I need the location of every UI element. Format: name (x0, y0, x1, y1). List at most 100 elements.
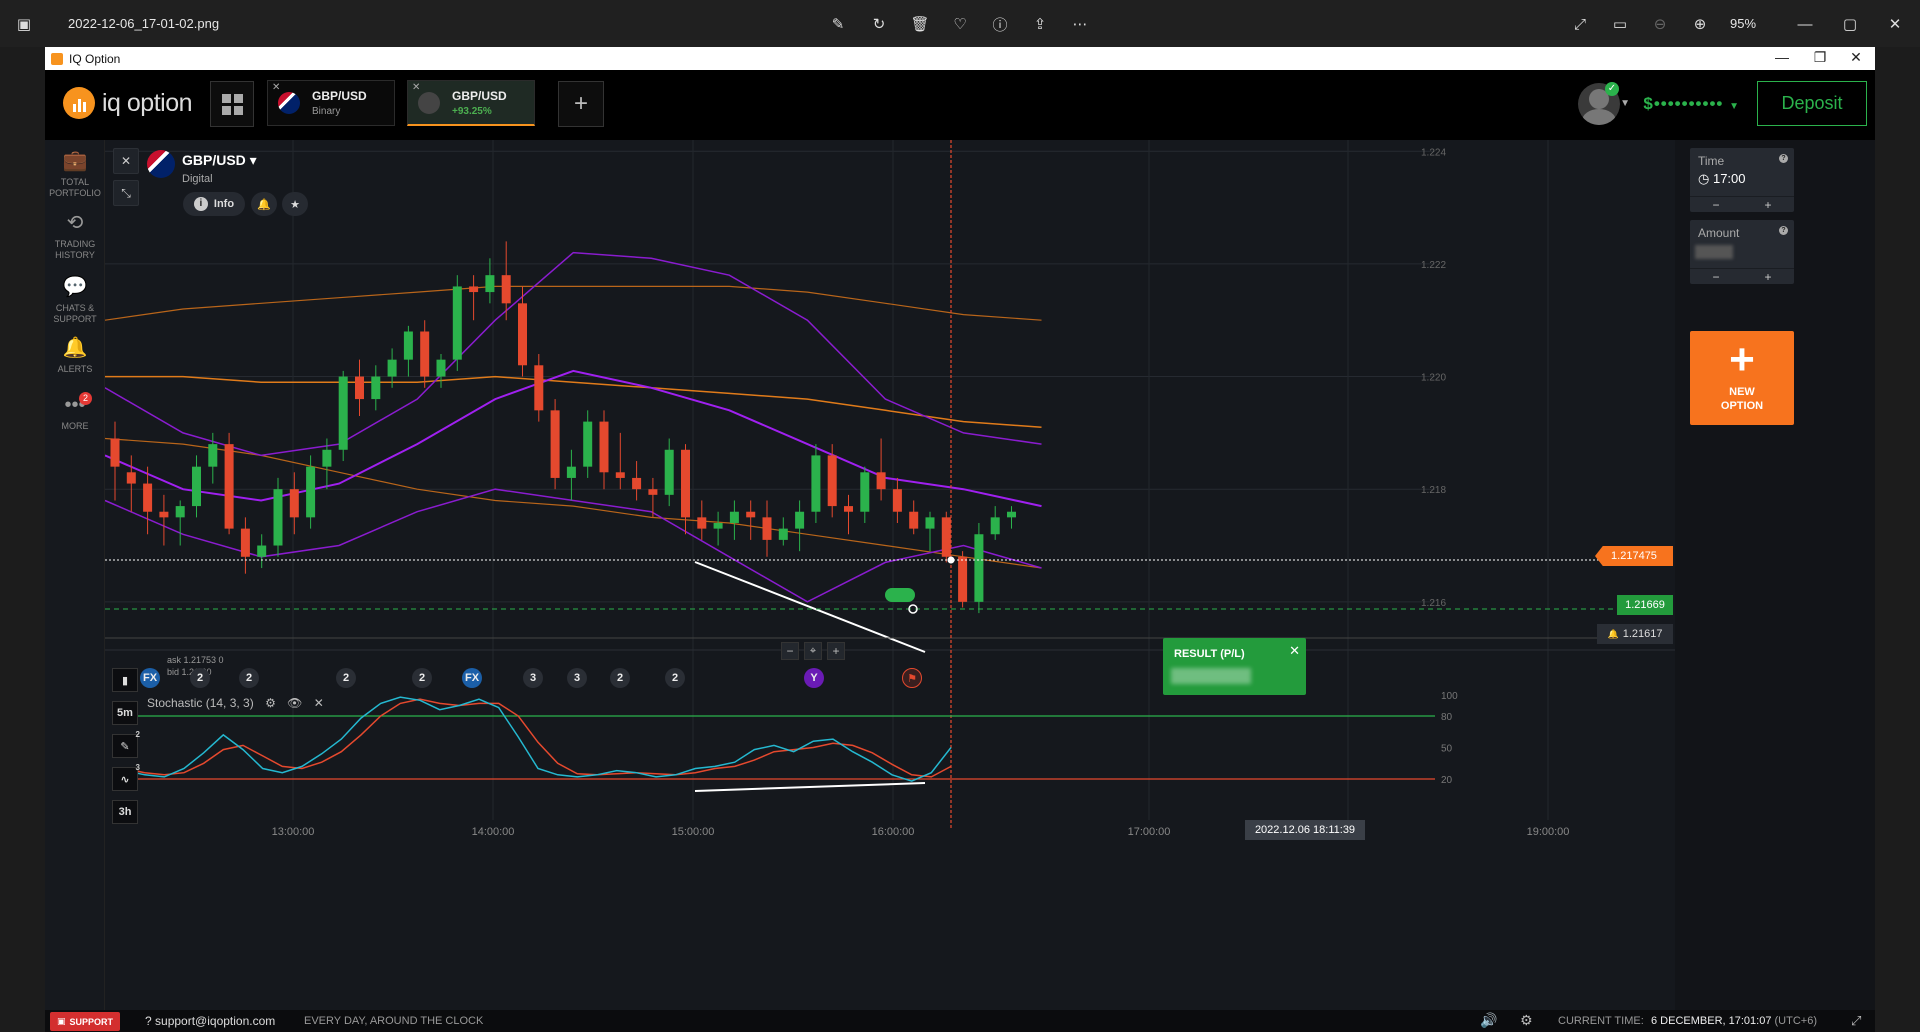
avatar-dropdown-icon[interactable]: ▼ (1620, 98, 1630, 109)
help-icon[interactable]: ? (1779, 226, 1788, 235)
close-icon[interactable]: ✕ (1888, 16, 1902, 33)
chart-zoom-out-button[interactable]: − (781, 642, 799, 660)
result-pl-popup[interactable]: RESULT (P/L) ✕ (1163, 638, 1306, 695)
candle-body (697, 517, 707, 529)
time-selector[interactable]: Time ? ◷ 17:00 − + (1690, 148, 1794, 212)
amount-selector[interactable]: Amount ? − + (1690, 220, 1794, 284)
settings-gear-icon[interactable]: ⚙ (1520, 1012, 1533, 1028)
delete-icon[interactable]: 🗑 (910, 16, 930, 33)
collapse-chart-button[interactable]: ⤡ (113, 180, 139, 206)
candle-body (762, 517, 772, 540)
minimize-icon[interactable]: — (1797, 15, 1813, 33)
balance-value[interactable]: $•••••••••• ▼ (1643, 94, 1740, 113)
window-close-icon[interactable]: ✕ (1850, 49, 1862, 65)
time-minus-button[interactable]: − (1690, 196, 1742, 212)
info-button[interactable]: i Info (183, 192, 245, 216)
sidebar-item-trading-history[interactable]: ⟲ TRADING HISTORY (45, 212, 105, 261)
eye-icon[interactable]: 👁 (287, 696, 303, 710)
event-marker[interactable]: 2 (412, 668, 432, 688)
window-maximize-icon[interactable]: ❐ (1813, 49, 1827, 65)
chart-zoom-in-button[interactable]: + (827, 642, 845, 660)
maximize-icon[interactable]: ▢ (1842, 16, 1858, 33)
sidebar-item-alerts[interactable]: 🔔 ALERTS (45, 337, 105, 375)
event-marker[interactable]: 2 (665, 668, 685, 688)
alert-price-tag[interactable]: 🔔 1.21617 (1597, 624, 1673, 644)
amount-plus-button[interactable]: + (1742, 268, 1794, 284)
event-fx-icon[interactable]: FX (140, 668, 160, 688)
sidebar-item-chats-support[interactable]: 💬 CHATS & SUPPORT (45, 276, 105, 325)
price-alert-button[interactable]: 🔔 (251, 192, 277, 216)
actual-size-icon[interactable]: ▭ (1612, 16, 1628, 33)
event-marker[interactable]: 2 (190, 668, 210, 688)
help-icon[interactable]: ? (1779, 154, 1788, 163)
sidebar-label: HISTORY (55, 250, 95, 260)
viewer-filename: 2022-12-06_17-01-02.png (68, 16, 220, 31)
price-chart[interactable]: 1.224 1.222 1.220 1.218 1.216 13:00:00 14:00:0… (105, 140, 1675, 1010)
deposit-button[interactable]: Deposit (1757, 81, 1867, 126)
share-icon[interactable]: ⇪ (1033, 16, 1047, 33)
app-footer: ▣ SUPPORT ? support@iqoption.com EVERY DA… (45, 1010, 1875, 1032)
favorite-icon[interactable]: ♡ (953, 16, 967, 33)
support-button[interactable]: ▣ SUPPORT (50, 1012, 120, 1031)
candle-body (224, 444, 234, 529)
event-marker[interactable]: 3 (567, 668, 587, 688)
support-email[interactable]: ? support@iqoption.com (145, 1014, 276, 1028)
tab-close-icon[interactable]: ✕ (412, 82, 421, 93)
sidebar-item-total-portfolio[interactable]: 💼 TOTAL PORTFOLIO (45, 150, 105, 199)
add-asset-button[interactable]: + (558, 81, 604, 127)
candle-body (909, 511, 919, 529)
new-option-button[interactable]: + NEW OPTION (1690, 331, 1794, 425)
stochastic-label[interactable]: Stochastic (14, 3, 3) ⚙ 👁 ✕ (147, 696, 324, 710)
timeframe-5m-button[interactable]: 5m (112, 701, 138, 725)
candle-body (860, 472, 870, 512)
asset-tab-digital[interactable]: ✕ GBP/USD +93.25% (407, 80, 535, 126)
amount-value-blurred[interactable] (1695, 245, 1733, 259)
edit-icon[interactable]: ✎ (831, 16, 845, 33)
chart-area[interactable]: 1.224 1.222 1.220 1.218 1.216 13:00:00 14:00:0… (105, 140, 1675, 1010)
candle-body (240, 528, 250, 557)
candle-body (420, 331, 430, 377)
time-value[interactable]: ◷ 17:00 (1698, 171, 1746, 186)
tab-close-icon[interactable]: ✕ (272, 82, 281, 93)
expiration-flag-icon[interactable]: ⚑ (902, 668, 922, 688)
result-close-icon[interactable]: ✕ (1289, 643, 1300, 658)
fullscreen-icon[interactable]: ⤢ (1573, 15, 1586, 33)
fullscreen-icon[interactable]: ⤢ (1851, 1013, 1862, 1028)
sidebar-item-more[interactable]: ••• 2 MORE (45, 392, 105, 432)
chart-type-button[interactable]: ▮ (112, 668, 138, 692)
timeframe-3h-button[interactable]: 3h (112, 800, 138, 824)
event-marker[interactable]: 2 (239, 668, 259, 688)
event-fx-icon[interactable]: FX (462, 668, 482, 688)
candle-body (192, 466, 201, 507)
iq-option-logo[interactable]: iq option (63, 87, 193, 119)
logo-mark-icon (63, 87, 95, 119)
time-axis-label: 14:00:00 (472, 826, 515, 838)
info-icon[interactable]: ⓘ (992, 16, 1008, 34)
draw-tools-button[interactable]: ✎ 2 (112, 730, 140, 758)
indicators-button[interactable]: ∿ 3 (112, 763, 140, 791)
asset-name[interactable]: GBP/USD ▾ (182, 152, 257, 168)
candles-icon: ▮ (121, 674, 129, 687)
candle-body (941, 517, 951, 557)
time-plus-button[interactable]: + (1742, 196, 1794, 212)
event-marker[interactable]: 3 (523, 668, 543, 688)
sidebar-label: PORTFOLIO (49, 188, 101, 198)
event-marker[interactable]: 2 (336, 668, 356, 688)
settings-gear-icon[interactable]: ⚙ (265, 696, 276, 710)
window-minimize-icon[interactable]: — (1775, 49, 1789, 65)
favorite-button[interactable]: ★ (282, 192, 308, 216)
amount-minus-button[interactable]: − (1690, 268, 1742, 284)
remove-indicator-icon[interactable]: ✕ (313, 696, 324, 710)
zoom-out-icon[interactable]: ⊖ (1653, 16, 1667, 33)
all-assets-grid-button[interactable] (210, 81, 254, 127)
asset-tab-binary[interactable]: ✕ GBP/USD Binary (267, 80, 395, 126)
volume-icon[interactable]: 🔊 (1480, 1012, 1498, 1028)
zoom-in-icon[interactable]: ⊕ (1693, 16, 1707, 33)
rotate-icon[interactable]: ↻ (872, 16, 886, 33)
event-marker[interactable]: 2 (610, 668, 630, 688)
more-icon[interactable]: ⋯ (1072, 16, 1088, 33)
event-y-icon[interactable]: Y (804, 668, 824, 688)
close-chart-button[interactable]: ✕ (113, 148, 139, 174)
chart-center-button[interactable]: ⌖ (804, 642, 822, 660)
strike-price-tag: 1.21669 (1617, 595, 1673, 615)
